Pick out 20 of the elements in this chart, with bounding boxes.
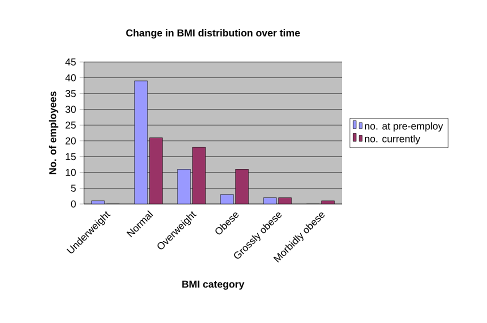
bar: [192, 146, 206, 204]
y-tick-label: 5: [71, 184, 76, 192]
y-tick-label: 10: [66, 168, 76, 176]
bar: [177, 169, 191, 204]
y-tick-label: 40: [65, 74, 76, 82]
chart-title: Change in BMI distribution over time: [126, 29, 300, 38]
y-tick-label: 35: [65, 90, 76, 98]
y-tick-label: 25: [66, 122, 76, 129]
y-tick-label: 15: [66, 153, 76, 160]
y-axis-title: No. of employees: [48, 92, 58, 174]
legend-label: no. at pre-employ: [364, 122, 444, 132]
y-tick-label: 20: [66, 137, 76, 144]
x-axis-title: BMI category: [182, 280, 244, 290]
legend-label: no. currently: [364, 134, 420, 144]
y-tick-label: 0: [71, 200, 76, 208]
y-tick-label: 45: [65, 58, 76, 66]
y-tick-label: 30: [65, 106, 76, 113]
bar: [149, 138, 163, 204]
bar: [134, 80, 148, 204]
bar: [235, 169, 249, 204]
